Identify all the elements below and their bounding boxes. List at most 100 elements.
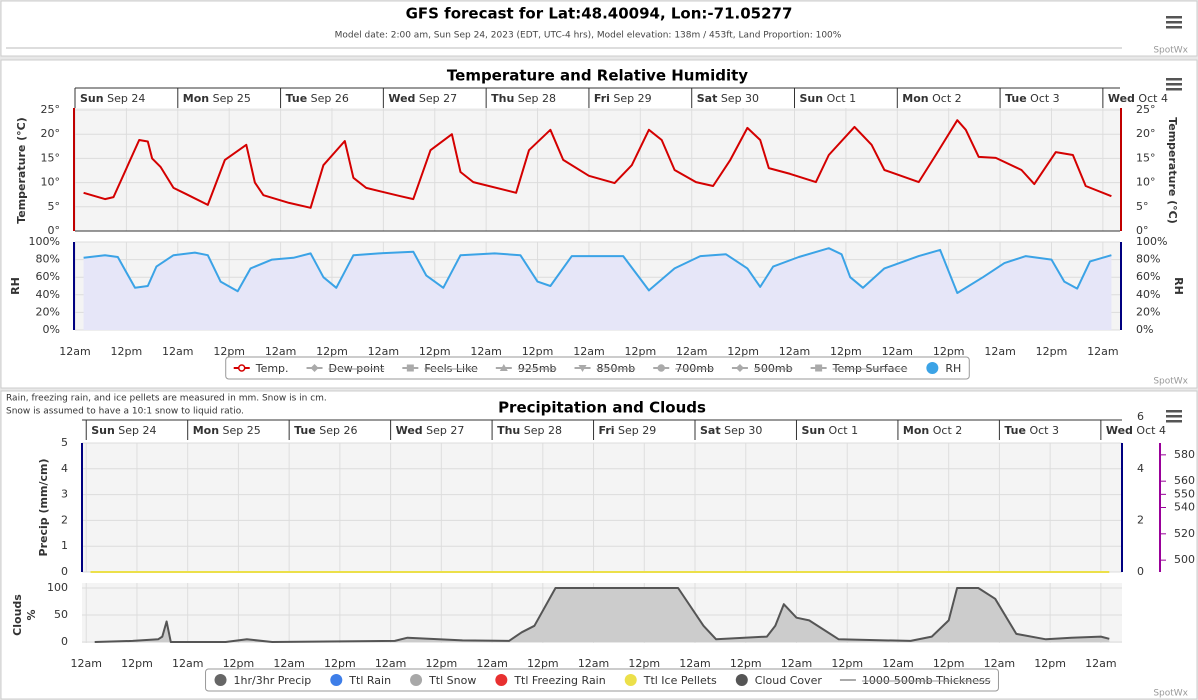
x-tick-label: 12pm xyxy=(522,345,554,358)
legend-item[interactable]: Dew point xyxy=(306,362,385,375)
y-tick-label: 580 xyxy=(1174,448,1195,461)
y-tick-label: 0% xyxy=(43,323,60,336)
x-tick-label: 12pm xyxy=(111,345,143,358)
x-tick-label: 12pm xyxy=(933,345,965,358)
day-label: Sat Sep 30 xyxy=(697,92,759,105)
day-header xyxy=(75,88,1120,108)
menu-button[interactable] xyxy=(1166,78,1182,91)
legend-symbol xyxy=(214,674,227,686)
legend-label: 1hr/3hr Precip xyxy=(234,674,312,687)
legend-symbol xyxy=(624,674,637,686)
chart-title: Temperature and Relative Humidity xyxy=(447,67,748,85)
y-tick-label: 520 xyxy=(1174,527,1195,540)
day-label: Thu Sep 28 xyxy=(497,424,562,437)
legend-item[interactable]: Cloud Cover xyxy=(735,674,823,687)
day-label: Sun Sep 24 xyxy=(80,92,145,105)
y-tick-label: 40% xyxy=(1136,288,1160,301)
day-label: Tue Oct 3 xyxy=(1005,92,1060,105)
y-tick-label: 2 xyxy=(61,513,68,526)
x-tick-label: 12pm xyxy=(831,657,863,670)
legend-box xyxy=(205,668,999,692)
legend-symbol xyxy=(495,674,508,686)
legend-item[interactable]: Feels Like xyxy=(402,362,478,375)
legend-symbol xyxy=(330,674,343,686)
y-tick-label: 100% xyxy=(29,235,60,248)
legend-item[interactable]: Ttl Snow xyxy=(410,674,476,687)
y-tick-label: 80% xyxy=(36,253,60,266)
y-tick-label: 20% xyxy=(1136,305,1160,318)
day-label: Tue Sep 26 xyxy=(294,424,357,437)
y-tick-label: 5 xyxy=(61,436,68,449)
legend-item[interactable]: RH xyxy=(926,362,961,375)
legend-marker xyxy=(237,364,246,372)
legend-item[interactable]: 1000-500mb Thickness xyxy=(839,674,991,687)
legend-marker xyxy=(578,365,587,372)
page-subtitle: Model date: 2:00 am, Sun Sep 24, 2023 (E… xyxy=(335,31,842,41)
x-tick-label: 12pm xyxy=(324,657,356,670)
legend-item[interactable]: 500mb xyxy=(731,362,793,375)
y-tick-label: 5° xyxy=(1136,200,1149,213)
page-title: GFS forecast for Lat:48.40094, Lon:-71.0… xyxy=(406,5,793,23)
x-tick-label: 12am xyxy=(470,345,501,358)
legend-label: Cloud Cover xyxy=(755,674,823,687)
y-tick-label: 500 xyxy=(1174,553,1195,566)
x-tick-label: 12pm xyxy=(527,657,559,670)
x-tick-label: 12pm xyxy=(121,657,153,670)
x-tick-label: 12am xyxy=(59,345,90,358)
x-tick-label: 12am xyxy=(172,657,203,670)
y-tick-label: 0 xyxy=(61,565,68,578)
legend-item[interactable]: Ttl Freezing Rain xyxy=(495,674,606,687)
y-tick-label: 60% xyxy=(1136,270,1160,283)
y-tick-label: 5° xyxy=(48,200,61,213)
x-tick-label: 12am xyxy=(679,657,710,670)
legend-box xyxy=(225,356,970,380)
series-line xyxy=(94,587,1110,643)
day-header xyxy=(82,420,1122,440)
x-tick-label: 12am xyxy=(265,345,296,358)
x-tick-label: 12am xyxy=(1087,345,1118,358)
menu-button[interactable] xyxy=(1166,410,1182,423)
legend-item[interactable]: Ttl Ice Pellets xyxy=(624,674,717,687)
day-label: Sun Oct 1 xyxy=(800,92,857,105)
x-tick-label: 12pm xyxy=(213,345,245,358)
legend-item[interactable]: Ttl Rain xyxy=(330,674,391,687)
day-label: Wed Sep 27 xyxy=(396,424,465,437)
day-label: Mon Sep 25 xyxy=(183,92,251,105)
y-tick-label: 0 xyxy=(1137,565,1144,578)
day-label: Mon Sep 25 xyxy=(193,424,261,437)
x-tick-label: 12am xyxy=(476,657,507,670)
y-tick-label: 100 xyxy=(47,581,68,594)
legend-label: Ttl Ice Pellets xyxy=(643,674,717,687)
legend-symbol xyxy=(735,674,748,686)
day-label: Wed Oct 4 xyxy=(1108,92,1168,105)
legend-item[interactable]: 850mb xyxy=(574,362,636,375)
y-tick-label: 100% xyxy=(1136,235,1167,248)
legend-item[interactable]: 700mb xyxy=(653,362,714,375)
menu-button[interactable] xyxy=(1166,16,1182,29)
legend-item[interactable]: Temp Surface xyxy=(810,362,908,375)
axis-title: RH xyxy=(1172,277,1185,295)
day-label: Thu Sep 28 xyxy=(491,92,556,105)
credit: SpotWx xyxy=(1153,689,1188,699)
x-tick-label: 12am xyxy=(676,345,707,358)
legend-marker xyxy=(310,364,319,372)
legend-item[interactable]: Temp. xyxy=(233,362,289,375)
y-tick-label: 10° xyxy=(41,176,61,189)
legend-item[interactable]: 1hr/3hr Precip xyxy=(214,674,312,687)
series-line xyxy=(83,247,1112,294)
y-tick-label: 0° xyxy=(1136,224,1149,237)
x-tick-label: 12pm xyxy=(316,345,348,358)
legend-item[interactable]: 925mb xyxy=(495,362,557,375)
header-panel xyxy=(0,0,1198,57)
x-tick-label: 12am xyxy=(375,657,406,670)
y-tick-label: 40% xyxy=(36,288,60,301)
y-tick-label: 4 xyxy=(1137,462,1144,475)
x-tick-label: 12am xyxy=(882,657,913,670)
series-area xyxy=(94,588,1110,642)
y-tick-label: 25° xyxy=(1136,103,1156,116)
x-tick-label: 12am xyxy=(984,657,1015,670)
legend-symbol xyxy=(410,674,423,686)
y-tick-label: 50 xyxy=(54,608,68,621)
y-tick-label: 25° xyxy=(41,103,61,116)
